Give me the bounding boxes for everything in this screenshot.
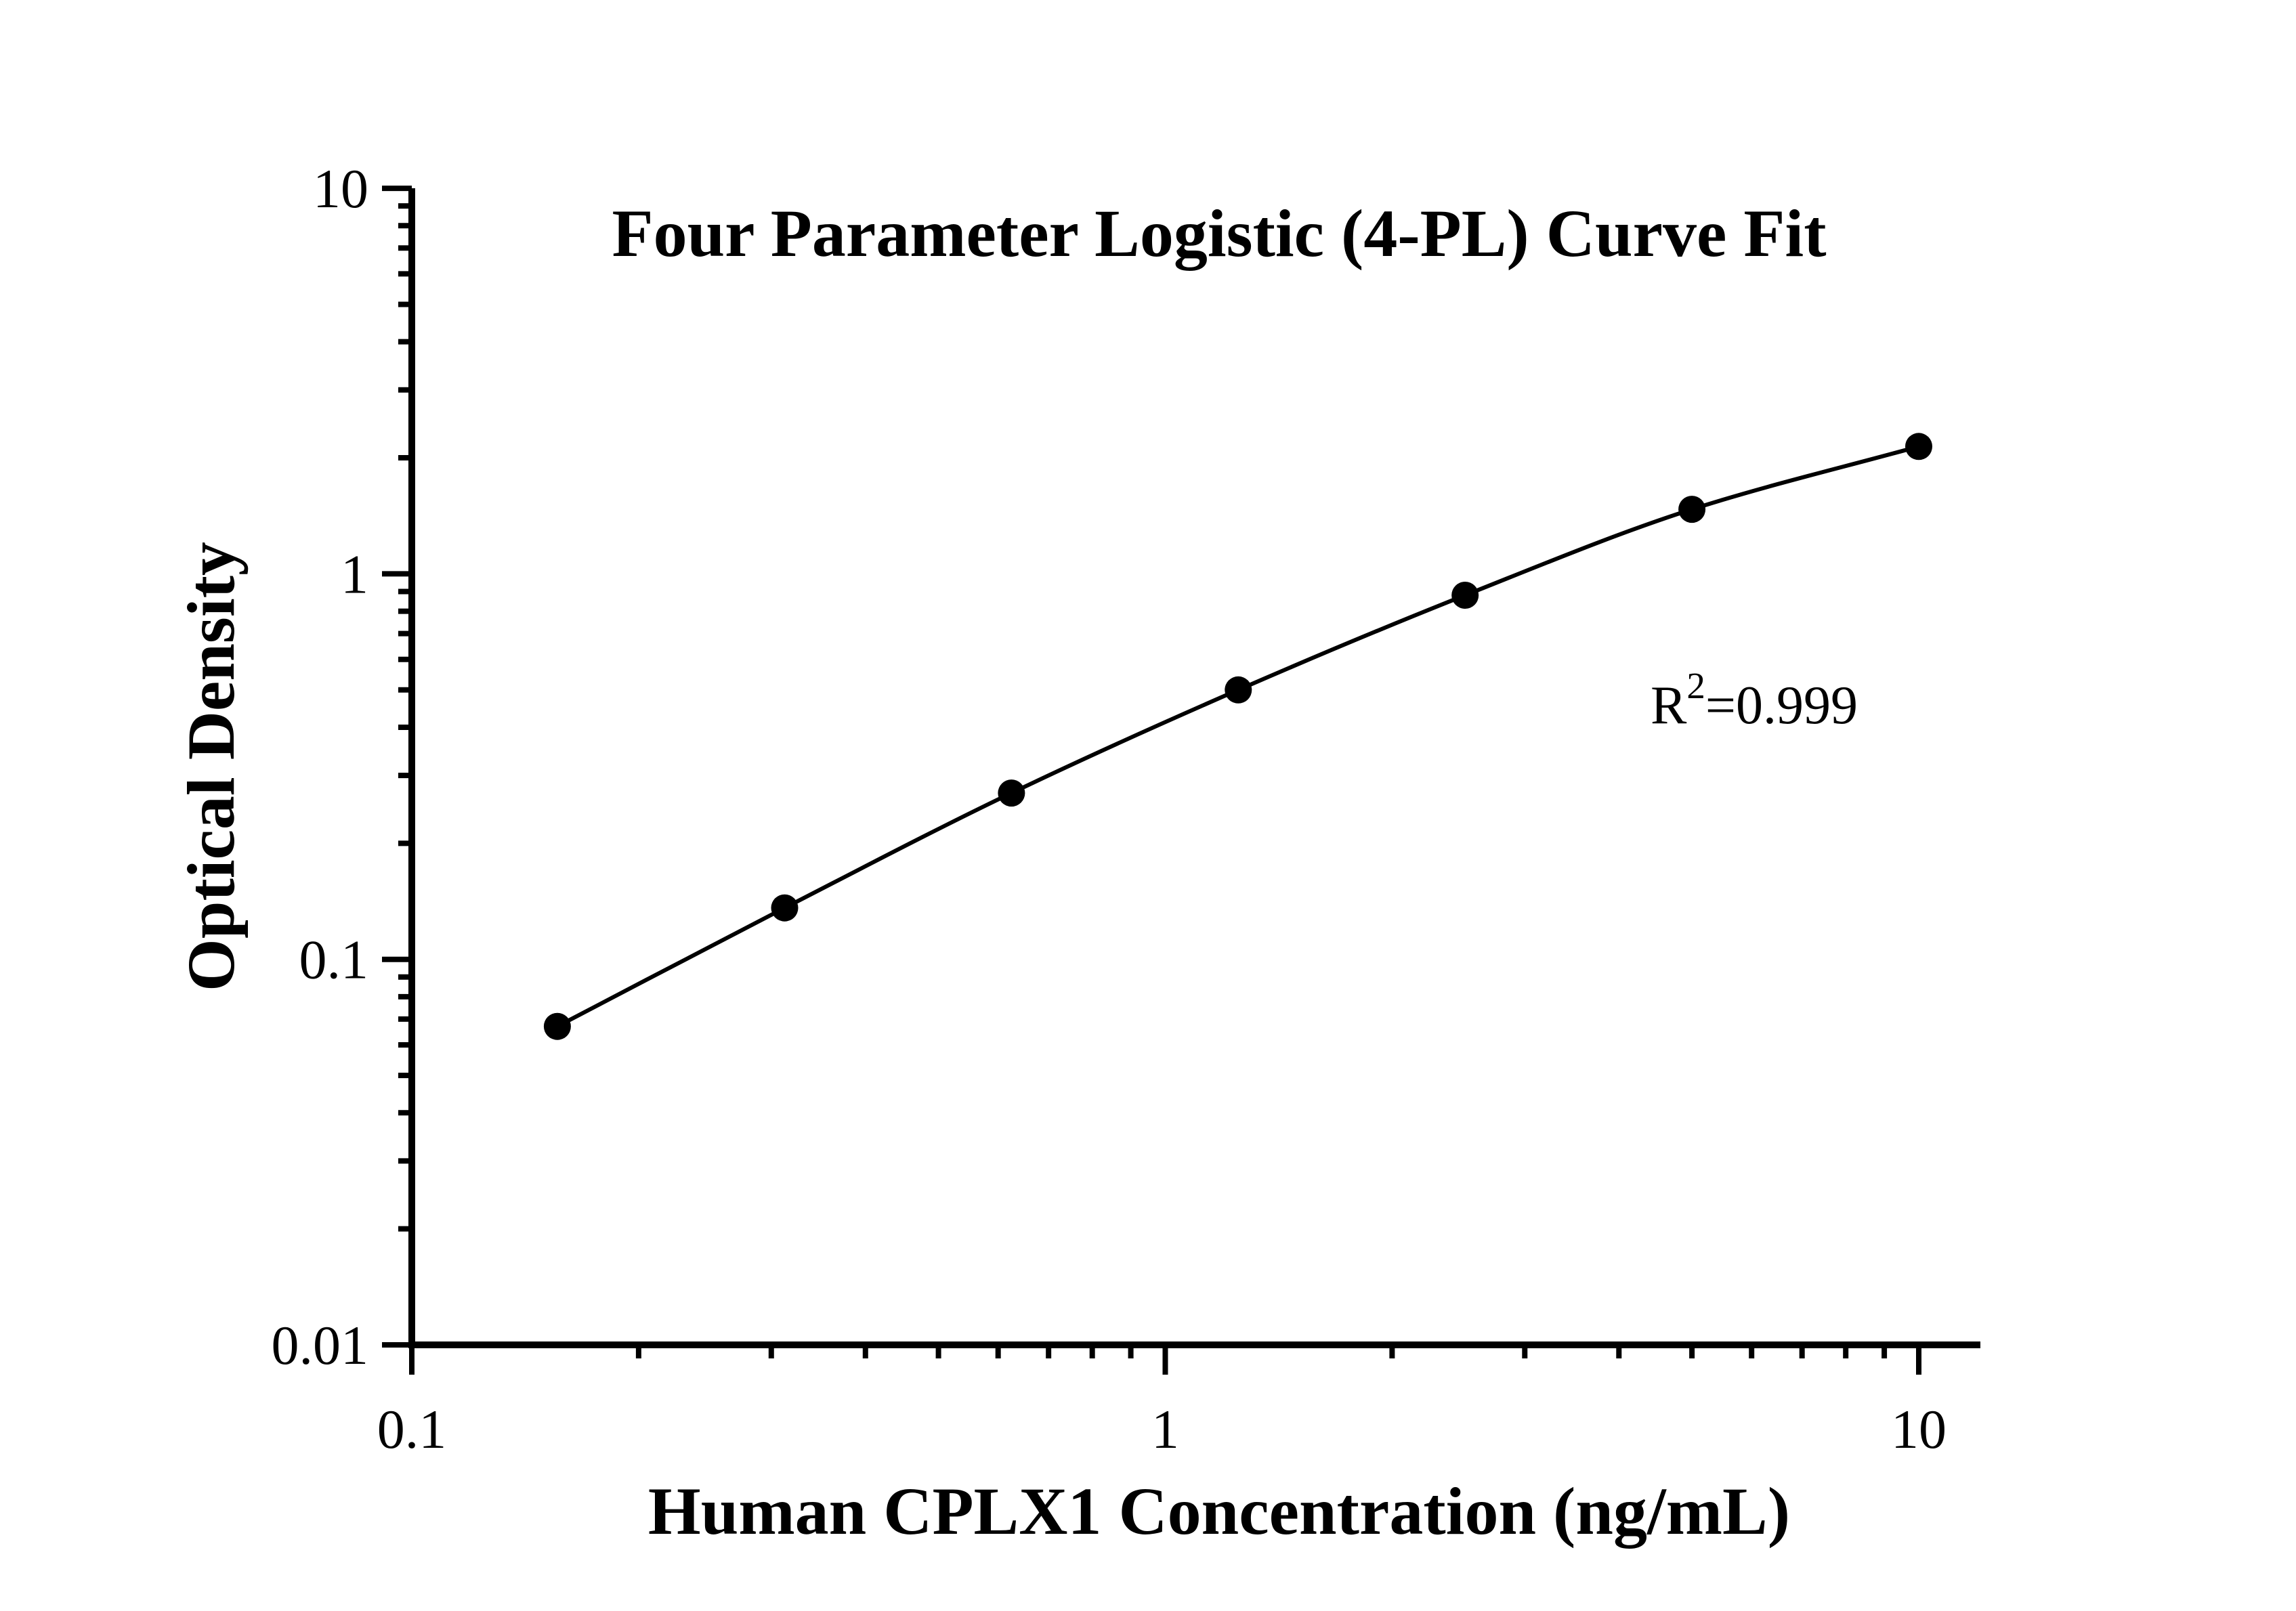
x-axis-tick-label: 0.1 — [377, 1398, 447, 1460]
r-squared-annotation: R2=0.999 — [1651, 665, 1858, 735]
data-point-marker — [1451, 582, 1479, 609]
data-point-marker — [1678, 496, 1706, 523]
data-point-marker — [998, 779, 1025, 807]
y-axis-tick-label: 10 — [313, 158, 368, 219]
fit-curve — [556, 444, 1919, 1029]
ticks-layer — [382, 186, 1921, 1375]
fit-curve-layer — [556, 444, 1919, 1029]
chart-title: Four Parameter Logistic (4-PL) Curve Fit — [612, 196, 1826, 271]
x-axis-title: Human CPLX1 Concentration (ng/mL) — [648, 1474, 1790, 1549]
data-point-marker — [771, 894, 799, 922]
y-axis-tick-label: 0.01 — [272, 1314, 369, 1376]
r-squared-value: =0.999 — [1705, 676, 1858, 735]
data-point-marker — [1905, 433, 1932, 460]
r-squared-base: R — [1651, 676, 1687, 735]
data-point-marker — [1225, 676, 1252, 704]
data-point-marker — [543, 1012, 571, 1040]
y-axis-tick-label: 0.1 — [299, 929, 369, 991]
data-points-layer — [543, 433, 1932, 1040]
x-axis-tick-label: 10 — [1891, 1398, 1947, 1460]
y-axis-title: Optical Density — [173, 542, 249, 991]
x-axis-tick-label: 1 — [1151, 1398, 1179, 1460]
y-axis-tick-label: 1 — [341, 543, 368, 605]
r-squared-superscript: 2 — [1686, 665, 1705, 706]
axes-layer — [408, 188, 1980, 1348]
